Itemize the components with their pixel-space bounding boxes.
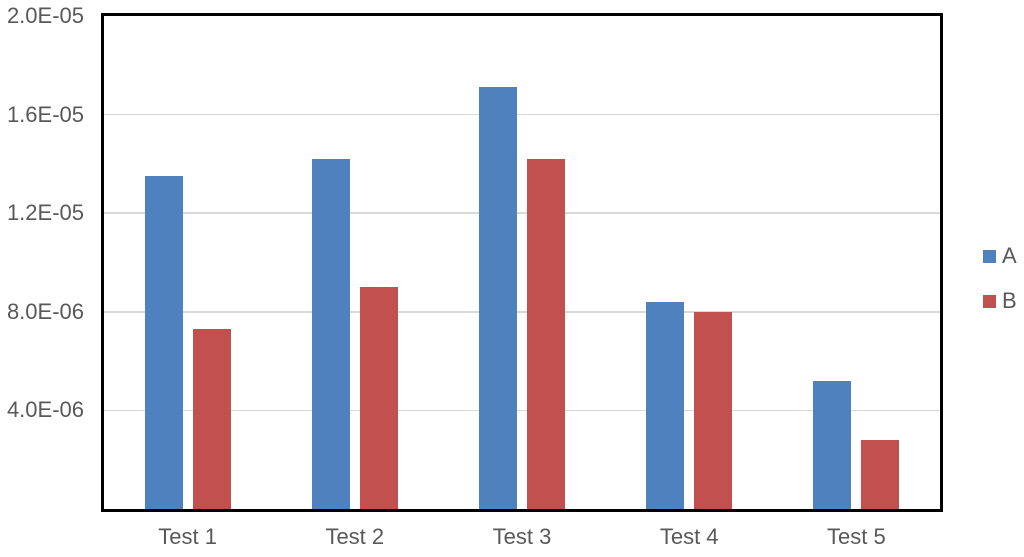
y-tick-label: 1.6E-05 [6, 101, 84, 127]
bar-series-a-test-4 [646, 301, 685, 509]
bar-series-a-test-2 [311, 158, 350, 509]
legend-swatch-a [983, 249, 996, 263]
plot-area [101, 13, 943, 512]
legend-item-a: A [983, 243, 1017, 269]
bar-series-a-test-5 [813, 380, 852, 509]
bar-series-a-test-1 [144, 176, 183, 509]
x-category-label-test-1: Test 1 [158, 524, 217, 549]
legend-label-a: A [1002, 243, 1017, 268]
bar-series-a-test-3 [479, 87, 517, 509]
legend-swatch-b [983, 294, 996, 308]
y-tick-label: 4.0E-06 [6, 397, 84, 423]
bar-series-b-test-3 [527, 158, 565, 509]
x-category-label-test-4: Test 4 [659, 524, 719, 549]
bar-series-b-test-5 [861, 439, 900, 509]
legend-item-b: B [983, 288, 1017, 314]
bar-series-b-test-2 [359, 287, 398, 509]
x-category-label-test-2: Test 2 [325, 524, 385, 549]
y-tick-label: 2.0E-05 [6, 3, 84, 28]
bar-series-b-test-1 [192, 329, 231, 509]
gridline-4-0e-06 [104, 409, 940, 412]
legend-label-b: B [1002, 288, 1017, 313]
y-tick-label: 8.0E-06 [6, 298, 84, 324]
bar-series-b-test-4 [694, 311, 733, 509]
gridline-1-2e-05 [104, 212, 940, 214]
y-tick-label: 1.2E-05 [6, 200, 84, 226]
gridline-1-6e-05 [104, 113, 940, 116]
x-category-label-test-3: Test 3 [492, 524, 552, 549]
gridline-8-0e-06 [104, 311, 940, 313]
x-category-label-test-5: Test 5 [827, 524, 886, 549]
